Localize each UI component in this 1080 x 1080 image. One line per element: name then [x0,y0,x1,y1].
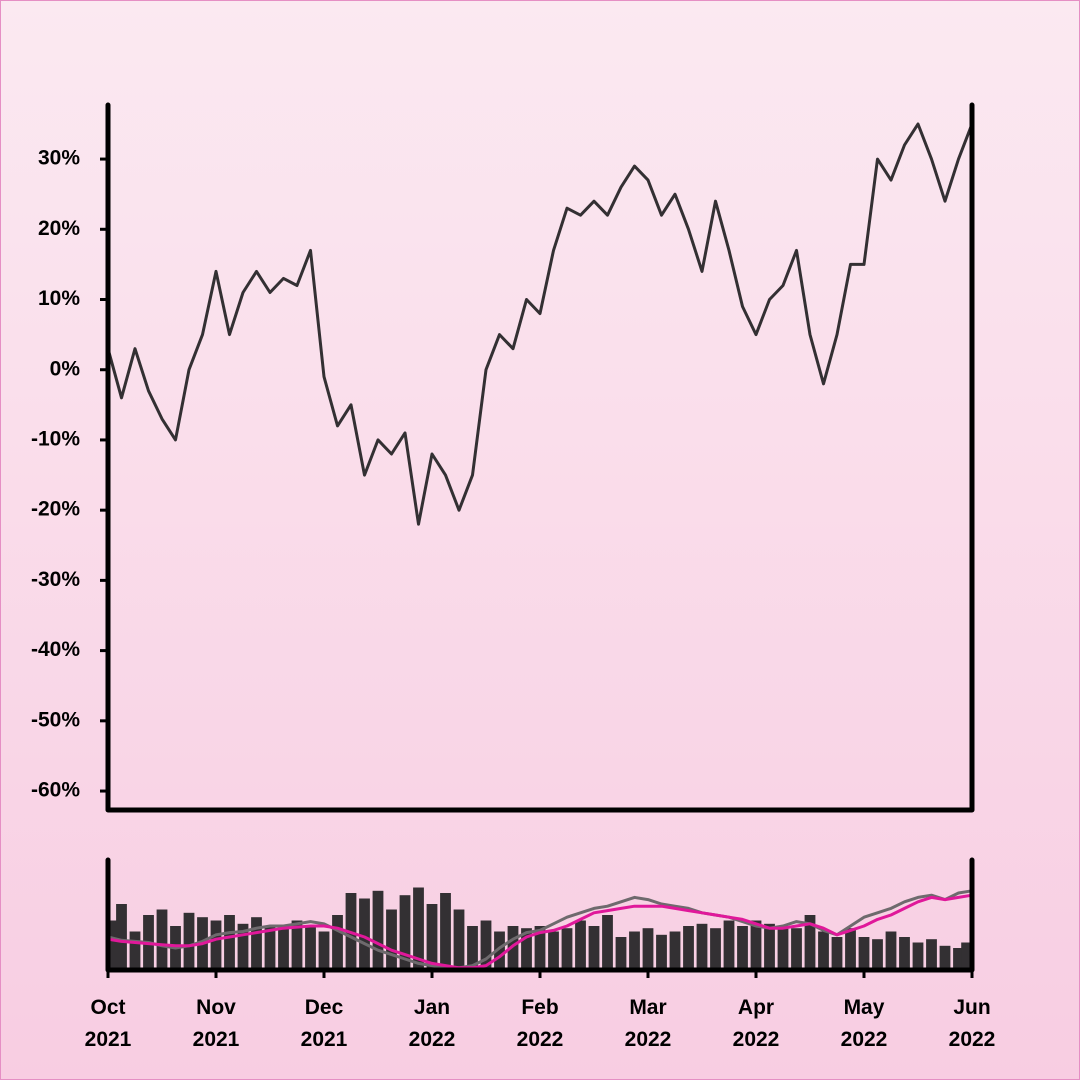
volume-bar [669,931,681,970]
volume-bar [791,928,802,970]
x-tick-label: Jun 2022 [949,996,996,1051]
y-tick-label: -10% [31,427,80,450]
volume-bar [858,937,870,970]
volume-bar [183,912,195,970]
average-line [107,893,973,970]
volume-bar [129,931,141,970]
volume-bar [588,926,600,970]
volume-bar [845,928,856,970]
x-tick-label: Nov 2021 [193,996,240,1051]
volume-bar [251,917,262,970]
price-line [106,122,974,526]
volume-bar [480,920,492,970]
volume-bar [108,920,119,970]
volume-bar [116,904,127,970]
volume-bar [777,926,789,970]
volume-bar [683,926,694,970]
volume-bar [278,928,289,970]
volume-bar [961,942,972,970]
volume-bar [156,909,168,970]
x-tick-label: Apr 2022 [733,996,780,1051]
volume-bar [534,926,546,970]
volume-bar [602,915,613,970]
volume-bar [561,928,573,970]
volume-bar [926,939,937,970]
volume-bar [359,898,370,970]
volume-bar [818,931,829,970]
volume-bar [804,915,816,970]
volume-bar [575,920,586,970]
volume-bar [210,920,222,970]
volume-bar [831,937,843,970]
volume-bar [912,942,924,970]
volume-bar [426,904,438,970]
volume-bar [710,928,721,970]
x-tick-label: Feb 2022 [517,996,564,1051]
volume-bar [467,926,478,970]
y-tick-label: -50% [31,708,80,731]
volume-bar [507,926,519,970]
x-tick-label: Dec 2021 [301,996,348,1051]
volume-bar [291,920,303,970]
y-tick-label: 0% [50,357,81,380]
volume-bar [939,945,951,970]
volume-bar [413,887,424,970]
volume-bar [899,937,910,970]
volume-bar [615,937,627,970]
axis-frame [105,857,975,973]
volume-bar [494,931,505,970]
volume-bar [237,923,249,970]
y-tick-label: 10% [38,287,80,310]
volume-bar [521,928,532,970]
x-tick-label: Jan 2022 [409,996,456,1051]
y-tick-label: 30% [38,147,80,170]
volume-bar [386,909,397,970]
volume-bar [548,931,559,970]
volume-bar [440,893,451,970]
volume-bar [642,928,654,970]
volume-bar [399,895,411,970]
volume-bar [453,909,465,970]
volume-bar [224,915,235,970]
x-tick-label: Mar 2022 [625,996,672,1051]
volume-bar [872,939,883,970]
y-tick-label: -30% [31,568,80,591]
volume-bar [372,890,384,970]
axis-frame [105,102,975,813]
volume-bar [750,920,762,970]
x-tick-label: Oct 2021 [85,996,132,1051]
volume-bar [656,934,667,970]
y-tick-label: -20% [31,498,80,521]
y-tick-label: -40% [31,638,80,661]
volume-bar [764,923,775,970]
volume-bar [332,915,343,970]
volume-bar [696,923,708,970]
volume-bar [953,948,964,970]
y-tick-label: -60% [31,779,80,802]
x-tick-label: May 2022 [841,996,888,1051]
volume-bar [737,926,748,970]
volume-bar [629,931,640,970]
volume-bar [885,931,897,970]
y-tick-label: 20% [38,217,80,240]
volume-bar [318,931,330,970]
volume-bar [723,920,735,970]
volume-bar [305,926,316,970]
volume-bar [264,926,276,970]
